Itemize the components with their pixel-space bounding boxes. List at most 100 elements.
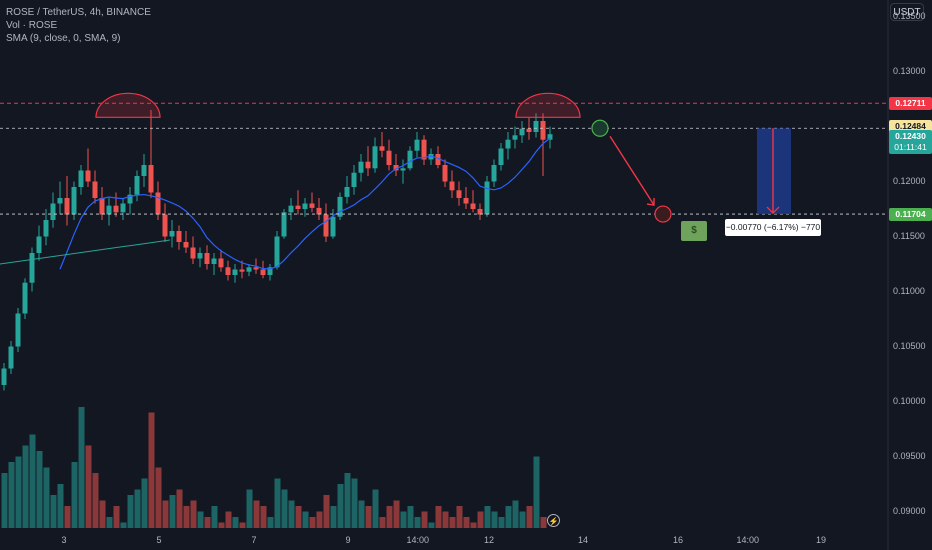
time-axis-tick: 16 <box>673 535 684 545</box>
candle-body <box>344 187 350 197</box>
measure-projection-box[interactable] <box>757 128 791 215</box>
candle <box>183 231 189 253</box>
candle-body <box>414 139 420 151</box>
volume-bar <box>484 506 491 528</box>
candle <box>246 264 252 277</box>
candle-body <box>155 192 161 215</box>
symbol-title[interactable]: ROSE / TetherUS, 4h, BINANCE <box>6 7 151 18</box>
candle <box>498 143 504 171</box>
candle-body <box>127 194 133 204</box>
candle <box>463 187 469 209</box>
candle-body <box>526 128 532 132</box>
candle-body <box>323 214 329 237</box>
candle-body <box>92 181 98 198</box>
volume-bar <box>57 484 64 528</box>
candle <box>106 198 112 226</box>
candle-body <box>449 181 455 191</box>
volume-bar <box>400 511 407 528</box>
candle-body <box>407 150 413 169</box>
candle-body <box>316 207 322 215</box>
candle-body <box>519 128 525 136</box>
volume-bar <box>225 511 232 528</box>
candle-body <box>295 205 301 209</box>
price-axis-tick: 0.10500 <box>893 340 926 351</box>
volume-bar <box>64 506 71 528</box>
trend-line[interactable] <box>0 239 171 265</box>
candle-body <box>36 236 42 253</box>
candle <box>85 148 91 187</box>
candle <box>316 198 322 220</box>
time-axis-tick: 14:00 <box>736 535 760 545</box>
volume-bar <box>323 495 330 528</box>
volume-bar <box>470 522 477 528</box>
candle-body <box>477 209 483 215</box>
candle-body <box>141 165 147 176</box>
currency-button[interactable]: USDT <box>890 3 924 21</box>
volume-bar <box>414 517 421 528</box>
candle <box>232 264 238 283</box>
volume-bar <box>316 511 323 528</box>
candle <box>288 198 294 220</box>
volume-bar <box>211 506 218 528</box>
volume-bar <box>29 434 36 528</box>
candle-body <box>428 154 434 160</box>
candle-body <box>470 203 476 209</box>
candle-body <box>113 205 119 213</box>
head-right-arc[interactable] <box>515 92 581 118</box>
candle-body <box>281 212 287 237</box>
time-axis-tick: 7 <box>251 535 257 545</box>
volume-bar <box>218 522 225 528</box>
volume-bar <box>92 473 99 528</box>
candle <box>421 135 427 165</box>
candle-body <box>22 282 28 314</box>
candle-body <box>288 205 294 213</box>
volume-bar <box>372 489 379 528</box>
measure-label: −0.00770 (−6.17%) −770 <box>725 219 821 236</box>
candle-body <box>393 165 399 171</box>
last-price-value: 0.12430 <box>895 131 926 142</box>
projection-end-circle[interactable] <box>654 205 672 223</box>
candle <box>519 121 525 143</box>
candle-body <box>365 161 371 169</box>
candle <box>400 159 406 184</box>
candle <box>274 231 280 270</box>
candle <box>176 225 182 250</box>
candle-body <box>29 253 35 283</box>
price-axis-tick: 0.13000 <box>893 65 926 76</box>
replay-lightning-icon[interactable]: ⚡ <box>547 514 560 527</box>
volume-bar <box>274 478 281 528</box>
candle-body <box>99 198 105 215</box>
candle-body <box>134 176 140 195</box>
candle <box>435 146 441 169</box>
candle-body <box>358 161 364 173</box>
measure-arrowhead <box>766 206 780 215</box>
candle-body <box>246 267 252 272</box>
time-axis-tick: 9 <box>345 535 351 545</box>
volume-bar <box>176 489 183 528</box>
volume-bar <box>512 500 519 528</box>
candle <box>78 165 84 195</box>
candle-body <box>43 220 49 237</box>
head-left-arc[interactable] <box>95 92 161 118</box>
candle <box>43 209 49 246</box>
candle-body <box>330 216 336 237</box>
time-axis-tick: 19 <box>816 535 827 545</box>
candle-body <box>512 135 518 140</box>
candle <box>15 308 21 352</box>
sma-indicator-label[interactable]: SMA (9, close, 0, SMA, 9) <box>6 33 121 44</box>
volume-bar <box>386 506 393 528</box>
volume-bar <box>295 506 302 528</box>
candle-body <box>491 165 497 182</box>
candle-body <box>372 146 378 169</box>
candle-body <box>169 231 175 237</box>
price-tag-target: 0.11704 <box>889 208 932 222</box>
candle <box>358 154 364 182</box>
candle <box>428 148 434 165</box>
projection-start-circle[interactable] <box>591 119 609 137</box>
candle-body <box>204 253 210 264</box>
volume-indicator-label[interactable]: Vol · ROSE <box>6 20 58 31</box>
volume-bar <box>302 511 309 528</box>
candle <box>190 236 196 264</box>
volume-bar <box>309 517 316 528</box>
